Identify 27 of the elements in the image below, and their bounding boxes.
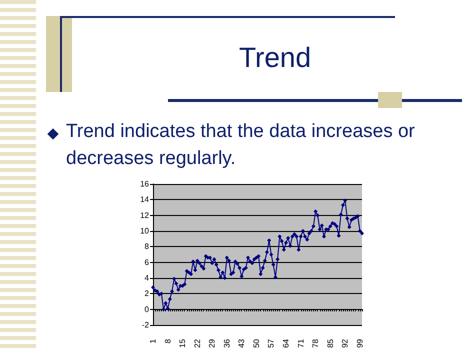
y-tick-label: 0 <box>144 304 150 314</box>
y-tick-label: -2 <box>142 320 150 330</box>
x-tick-label: 99 <box>355 338 364 348</box>
x-tick-label: 29 <box>208 338 217 348</box>
x-tick-label: 57 <box>266 338 276 348</box>
y-tick-label: 16 <box>140 180 150 188</box>
x-tick-label: 71 <box>296 338 306 348</box>
x-tick-label: 36 <box>222 338 232 348</box>
x-tick-label: 15 <box>178 338 188 348</box>
y-tick-label: 10 <box>140 226 150 236</box>
x-tick-label: 92 <box>340 338 350 348</box>
x-tick-label: 22 <box>192 338 202 348</box>
y-tick-label: 12 <box>140 210 150 220</box>
y-tick-label: 2 <box>144 289 150 298</box>
y-tick-label: 8 <box>144 242 150 252</box>
x-tick-label: 85 <box>326 338 335 348</box>
y-tick-label: 6 <box>144 258 150 267</box>
x-tick-label: 78 <box>311 338 320 348</box>
chart-title: Trend <box>238 42 312 74</box>
x-tick-label: 43 <box>237 338 246 348</box>
x-tick-label: 8 <box>163 338 172 344</box>
x-tick-label: 1 <box>148 338 158 344</box>
text: Trend indicates that the data increases or decreases regularly. <box>66 120 416 171</box>
y-tick-label: 14 <box>140 195 150 204</box>
y-tick-label: 4 <box>144 274 150 282</box>
x-tick-label: 64 <box>282 338 290 348</box>
x-tick-label: 50 <box>252 338 261 348</box>
